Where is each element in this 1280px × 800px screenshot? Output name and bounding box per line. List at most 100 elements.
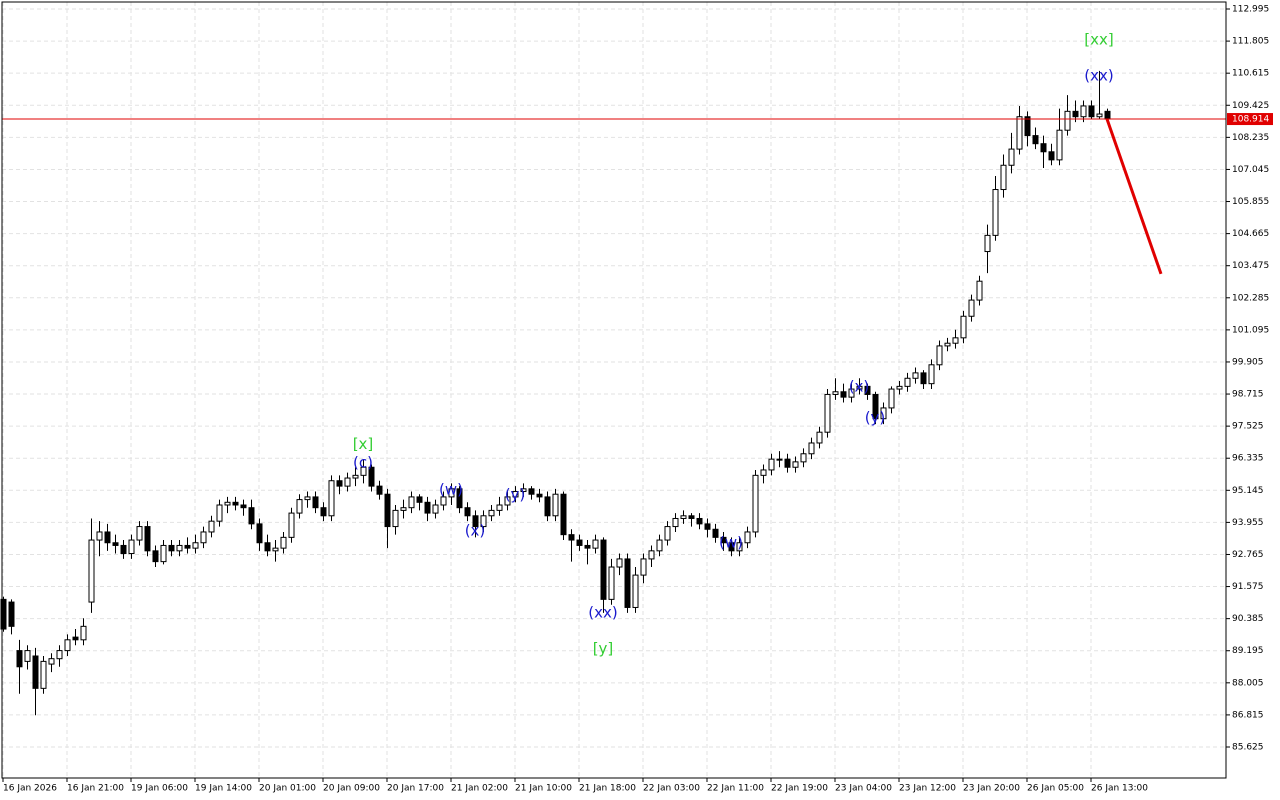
y-tick-label: 111.805	[1232, 37, 1269, 47]
candle-body	[296, 499, 303, 514]
candle-body	[536, 493, 543, 498]
x-tick-label: 23 Jan 20:00	[963, 784, 1020, 794]
y-tick-label: 91.575	[1232, 582, 1264, 592]
candle-body	[360, 466, 367, 476]
candle-body	[576, 539, 583, 546]
candle-body	[264, 542, 271, 552]
candle-body	[88, 539, 95, 603]
candle-body	[1016, 116, 1023, 150]
candle-body	[704, 523, 711, 530]
candle-body	[608, 566, 615, 600]
candle-body	[912, 372, 919, 379]
candle-body	[120, 544, 127, 555]
candle-body	[1048, 151, 1055, 161]
candle-body	[480, 515, 487, 528]
candle-body	[168, 544, 175, 552]
candle-body	[96, 531, 103, 541]
candle-body	[416, 496, 423, 503]
x-tick-label: 23 Jan 12:00	[899, 784, 956, 794]
candle-body	[200, 531, 207, 544]
last-price-label: 108.914	[1232, 115, 1269, 125]
x-tick-label: 22 Jan 11:00	[707, 784, 764, 794]
candle-body	[960, 315, 967, 339]
candle-body	[256, 523, 263, 544]
candle-body	[768, 458, 775, 471]
candle-body	[0, 598, 7, 630]
candle-body	[896, 385, 903, 390]
candle-body	[176, 544, 183, 552]
x-tick-label: 26 Jan 13:00	[1091, 784, 1148, 794]
candle-body	[800, 453, 807, 463]
candle-body	[56, 650, 63, 660]
candle-body	[352, 474, 359, 479]
candle-body	[1080, 105, 1087, 118]
x-tick-label: 20 Jan 09:00	[323, 784, 380, 794]
x-tick-label: 20 Jan 01:00	[259, 784, 316, 794]
candle-body	[680, 515, 687, 519]
candle-body	[40, 660, 47, 689]
x-tick-label: 22 Jan 03:00	[643, 784, 700, 794]
wave-label: [xx]	[1084, 30, 1113, 48]
candle-body	[392, 509, 399, 528]
candle-body	[240, 504, 247, 509]
candle-body	[72, 636, 79, 641]
wave-label: (x)	[849, 378, 870, 396]
candle-body	[504, 496, 511, 506]
candle-body	[1064, 110, 1071, 131]
candle-body	[448, 488, 455, 498]
candle-body	[424, 501, 431, 514]
candle-body	[472, 515, 479, 528]
wave-label: (w)	[719, 534, 743, 552]
candle-body	[920, 372, 927, 385]
y-tick-label: 110.615	[1232, 69, 1269, 79]
candle-body	[656, 539, 663, 552]
y-tick-label: 103.475	[1232, 261, 1269, 271]
y-tick-label: 107.045	[1232, 165, 1269, 175]
candle-body	[696, 517, 703, 525]
candle-body	[976, 280, 983, 301]
candle-body	[936, 345, 943, 366]
candle-body	[760, 469, 767, 476]
candle-body	[992, 189, 999, 236]
y-tick-label: 86.815	[1232, 710, 1264, 720]
candle-body	[744, 531, 751, 544]
y-tick-label: 95.145	[1232, 486, 1264, 496]
candle-body	[1072, 110, 1079, 118]
plot-frame	[1, 1, 1227, 779]
candle-body	[792, 461, 799, 468]
candle-body	[208, 520, 215, 533]
candle-body	[1032, 135, 1039, 145]
wave-label: (y)	[865, 409, 886, 427]
candle-body	[848, 388, 855, 398]
candle-body	[1056, 129, 1063, 161]
x-tick-label: 21 Jan 10:00	[515, 784, 572, 794]
candle-body	[816, 431, 823, 444]
candle-body	[872, 393, 879, 420]
candle-body	[488, 509, 495, 517]
candle-body	[544, 496, 551, 517]
y-tick-label: 85.625	[1232, 742, 1264, 752]
candle-body	[944, 342, 951, 347]
candle-body	[440, 496, 447, 506]
candle-body	[8, 601, 15, 627]
candle-body	[456, 488, 463, 509]
last-price-badge	[1227, 113, 1273, 126]
x-tick-label: 22 Jan 19:00	[771, 784, 828, 794]
candle-body	[64, 639, 71, 652]
x-tick-label: 21 Jan 18:00	[579, 784, 636, 794]
candle-body	[808, 442, 815, 455]
x-tick-label: 26 Jan 05:00	[1027, 784, 1084, 794]
candle-body	[552, 493, 559, 517]
wave-label: (y)	[505, 486, 526, 504]
candle-body	[720, 536, 727, 544]
candle-body	[1096, 113, 1103, 118]
candle-body	[232, 501, 239, 506]
x-tick-label: 16 Jan 21:00	[67, 784, 124, 794]
candle-body	[824, 393, 831, 433]
x-tick-label: 20 Jan 17:00	[387, 784, 444, 794]
candle-body	[776, 458, 783, 461]
candle-body	[952, 337, 959, 344]
y-tick-label: 105.855	[1232, 197, 1269, 207]
candle-body	[984, 234, 991, 253]
wave-label: (xx)	[1084, 67, 1113, 85]
